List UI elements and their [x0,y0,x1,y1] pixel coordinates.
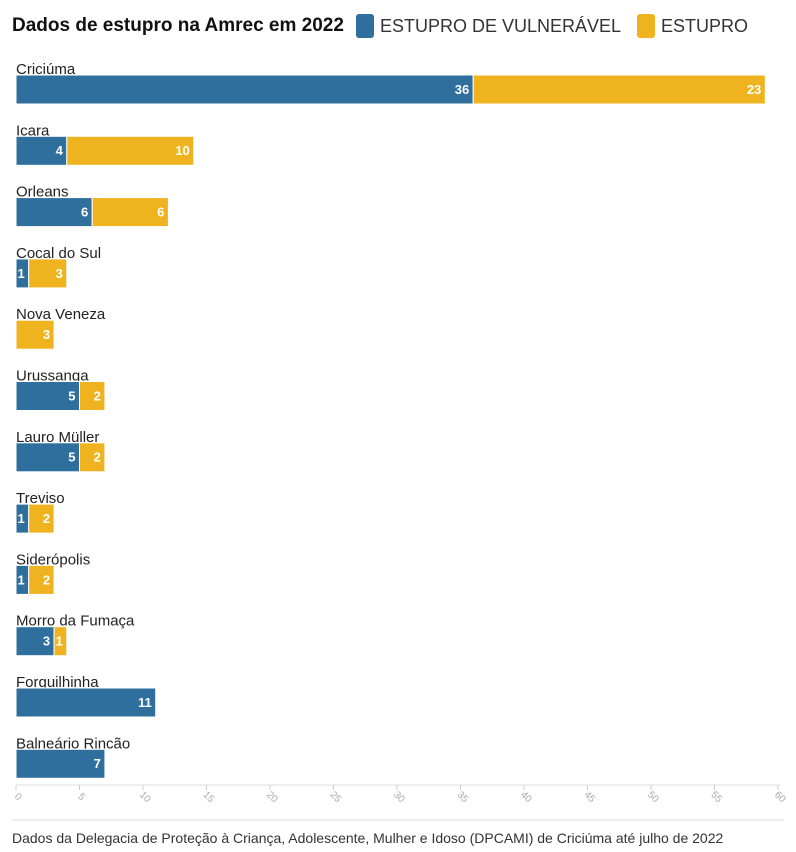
bar-morro-da-fumaca-vulneravel [15,626,55,657]
bar-urussanga-estupro-label: 2 [94,388,101,403]
bar-forquilhinha-vulneravel-label: 11 [138,695,152,710]
bar-treviso-vulneravel-label: 1 [17,511,24,526]
bar-orleans-estupro-label: 6 [157,205,164,220]
bar-icara-estupro-label: 10 [175,143,189,158]
x-tick-label-10: 10 [137,789,153,805]
category-label-nova-veneza: Nova Veneza [16,306,106,323]
bar-icara-estupro [66,135,195,166]
x-tick-label-55: 55 [708,789,724,805]
chart-header: Dados de estupro na Amrec em 2022 ESTUPR… [12,10,754,42]
bar-morro-da-fumaca-estupro [53,626,68,657]
bar-urussanga-estupro [79,381,106,411]
bar-orleans-estupro [91,197,169,228]
bar-morro-da-fumaca-vulneravel-label: 3 [43,634,50,649]
x-tick-label-60: 60 [772,789,788,805]
legend-item-vulneravel[interactable]: ESTUPRO DE VULNERÁVEL [355,14,622,38]
legend-label-vulneravel: ESTUPRO DE VULNERÁVEL [379,15,622,36]
x-tick-label-25: 25 [327,789,343,805]
bar-cocal-do-sul-estupro [28,258,68,289]
bar-forquilhinha-vulneravel [15,687,157,718]
bar-morro-da-fumaca-estupro-label: 1 [56,634,63,649]
category-label-balneario-rincao: Balneário Rincão [16,735,130,752]
legend-swatch-vulneravel [355,14,374,38]
bar-lauro-muller-vulneravel-label: 5 [68,450,75,465]
x-tick-label-0: 0 [12,791,24,803]
source-note: Dados da Delegacia de Proteção à Criança… [12,830,724,846]
category-label-urussanga: Urussanga [16,367,89,384]
x-tick-label-5: 5 [75,791,87,803]
legend-label-estupro: ESTUPRO [661,15,749,36]
bar-balneario-rincao-vulneravel-label: 7 [94,756,101,771]
x-tick-label-40: 40 [518,789,534,805]
bar-sideropolis-estupro-label: 2 [43,572,50,587]
category-label-lauro-muller: Lauro Müller [16,429,99,446]
bar-criciuma-vulneravel [15,74,474,105]
category-label-orleans: Orleans [16,184,69,201]
bar-sideropolis-vulneravel-label: 1 [17,572,24,587]
bar-icara-vulneravel-label: 4 [56,143,64,158]
bar-criciuma-estupro-label: 23 [747,82,761,97]
bar-cocal-do-sul-vulneravel-label: 1 [17,266,24,281]
bar-criciuma-vulneravel-label: 36 [455,82,469,97]
category-label-forquilhinha: Forquilhinha [16,674,99,691]
legend-item-estupro[interactable]: ESTUPRO [637,14,748,38]
bar-balneario-rincao-vulneravel [15,748,106,779]
bar-icara-vulneravel [15,135,68,166]
bar-treviso-estupro [28,503,55,534]
x-tick-label-15: 15 [200,789,216,805]
x-tick-label-50: 50 [645,789,661,805]
bar-nova-veneza-estupro-label: 3 [43,327,50,342]
x-tick-label-35: 35 [454,789,470,805]
category-label-sideropolis: Siderópolis [16,551,90,568]
bar-orleans-vulneravel-label: 6 [81,205,88,220]
bar-urussanga-vulneravel-label: 5 [68,388,75,403]
bar-lauro-muller-estupro-label: 2 [94,450,101,465]
x-tick-label-30: 30 [391,789,407,805]
category-label-icara: Içara [16,122,50,139]
chart-title: Dados de estupro na Amrec em 2022 [12,15,344,36]
bar-orleans-vulneravel [15,197,93,228]
legend-swatch-estupro [637,14,656,38]
x-tick-label-20: 20 [264,789,280,805]
bar-cocal-do-sul-estupro-label: 3 [56,266,63,281]
category-label-treviso: Treviso [16,490,65,507]
category-label-criciuma: Criciúma [16,61,76,78]
bar-lauro-muller-vulneravel [15,442,80,473]
bar-lauro-muller-estupro [79,442,106,473]
bar-treviso-estupro-label: 2 [43,511,50,526]
bar-nova-veneza-estupro [15,319,55,350]
bar-sideropolis-estupro [28,564,55,595]
category-label-cocal-do-sul: Cocal do Sul [16,245,101,262]
bar-urussanga-vulneravel [15,381,80,411]
category-label-morro-da-fumaca: Morro da Fumaça [16,613,135,630]
x-tick-label-45: 45 [581,789,597,805]
bar-criciuma-estupro [472,74,766,105]
